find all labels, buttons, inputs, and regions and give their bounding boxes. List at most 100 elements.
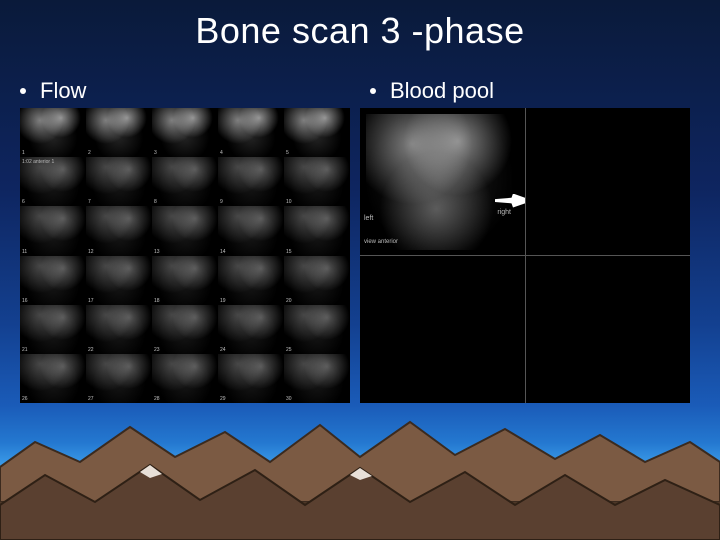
right-side-label: right [497,209,511,216]
flow-frame-number: 9 [220,199,223,205]
flow-frame-number: 23 [154,347,160,353]
flow-frame-image [152,305,218,354]
flow-frame: 7 [86,157,152,206]
flow-frame-number: 7 [88,199,91,205]
bullet-icon [370,88,376,94]
flow-image-grid: 1234567891011121314151617181920212223242… [20,108,350,403]
flow-frame: 27 [86,354,152,403]
flow-frame-number: 6 [22,199,25,205]
flow-frame-image [152,108,218,157]
flow-frame: 20 [284,256,350,305]
flow-frame: 23 [152,305,218,354]
flow-frame-image [284,256,350,305]
flow-frame: 26 [20,354,86,403]
flow-frame-number: 3 [154,150,157,156]
flow-frame-image [284,305,350,354]
flow-frame-number: 16 [22,298,28,304]
flow-frame: 1 [20,108,86,157]
flow-frame-number: 12 [88,249,94,255]
flow-frame: 5 [284,108,350,157]
flow-frame-number: 24 [220,347,226,353]
flow-frame: 15 [284,206,350,255]
flow-frame: 2 [86,108,152,157]
flow-frame-image [86,256,152,305]
flow-frame: 21 [20,305,86,354]
bloodpool-quadrant-1 [525,108,690,256]
left-column-label: Flow [40,78,86,104]
flow-frame-number: 1 [22,150,25,156]
flow-frame-image [20,354,86,403]
flow-frame: 8 [152,157,218,206]
flow-frame: 10 [284,157,350,206]
right-column-label: Blood pool [390,78,494,104]
left-column-header: Flow [20,78,86,104]
flow-frame-image [20,206,86,255]
slide: Bone scan 3 -phase Flow Blood pool 12345… [0,0,720,540]
flow-frame-number: 17 [88,298,94,304]
flow-frame-image [152,206,218,255]
flow-frame: 12 [86,206,152,255]
flow-frame-number: 27 [88,396,94,402]
pool-divider-horizontal [360,255,690,256]
flow-frame: 17 [86,256,152,305]
flow-frame: 14 [218,206,284,255]
flow-frame: 13 [152,206,218,255]
flow-frame-image [152,157,218,206]
flow-side-label: 1:02 anterior 1 [22,160,54,166]
right-column-header: Blood pool [370,78,494,104]
flow-frame-number: 8 [154,199,157,205]
flow-frame-image [20,108,86,157]
flow-frame-image [20,256,86,305]
flow-frame-number: 4 [220,150,223,156]
flow-frame-number: 14 [220,249,226,255]
flow-frame: 4 [218,108,284,157]
flow-frame-image [218,157,284,206]
flow-frame: 18 [152,256,218,305]
flow-frame-number: 22 [88,347,94,353]
flow-frame-image [20,305,86,354]
flow-frame-image [218,108,284,157]
slide-title: Bone scan 3 -phase [0,10,720,52]
flow-frame-image [218,206,284,255]
flow-frame-image [284,206,350,255]
flow-frame-image [218,256,284,305]
flow-frame: 24 [218,305,284,354]
bloodpool-quadrant-0: left right view anterior [360,108,525,256]
flow-frame-number: 25 [286,347,292,353]
flow-frame-number: 29 [220,396,226,402]
view-label: view anterior [364,239,398,246]
flow-frame: 22 [86,305,152,354]
mountain-front-icon [0,450,720,540]
flow-frame-image [152,256,218,305]
flow-frame: 29 [218,354,284,403]
flow-frame-number: 11 [22,249,27,255]
bloodpool-quadrant-3 [525,256,690,404]
bloodpool-scan-image [366,114,519,250]
flow-frame-number: 21 [22,347,28,353]
flow-frame: 19 [218,256,284,305]
flow-frame-number: 5 [286,150,289,156]
flow-frame-image [284,354,350,403]
flow-frame-number: 2 [88,150,91,156]
flow-frame-image [86,354,152,403]
flow-frame-image [284,157,350,206]
flow-frame-number: 15 [286,249,292,255]
flow-frame-number: 18 [154,298,160,304]
flow-frame-image [152,354,218,403]
flow-frame-image [86,108,152,157]
flow-frame: 11 [20,206,86,255]
left-side-label: left [364,215,373,222]
flow-frame-number: 30 [286,396,292,402]
flow-frame-number: 10 [286,199,292,205]
bullet-icon [20,88,26,94]
flow-frame-number: 28 [154,396,160,402]
flow-frame: 16 [20,256,86,305]
flow-frame: 28 [152,354,218,403]
flow-frame-image [86,206,152,255]
flow-frame: 25 [284,305,350,354]
flow-frame-number: 13 [154,249,160,255]
flow-frame-number: 19 [220,298,226,304]
flow-frame-image [86,157,152,206]
flow-frame-image [218,305,284,354]
flow-frame-image [218,354,284,403]
